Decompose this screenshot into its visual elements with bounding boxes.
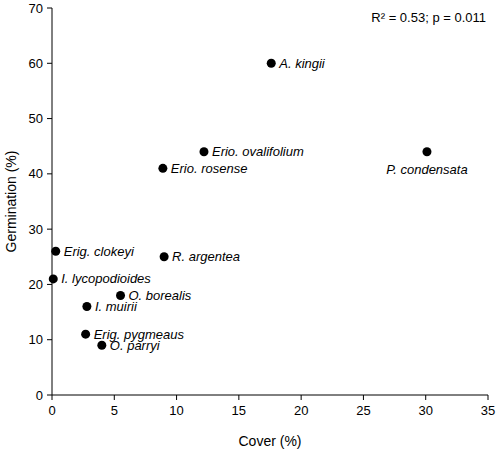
point-label: P. condensata [386, 162, 467, 177]
x-tick-label: 10 [169, 403, 183, 418]
point [82, 302, 91, 311]
point-label: Erio. rosense [171, 161, 248, 176]
point-label: Erig. clokeyi [64, 244, 135, 259]
y-tick-label: 0 [36, 388, 43, 403]
y-tick [47, 229, 52, 230]
y-tick [47, 395, 52, 396]
point [97, 341, 106, 350]
point-label: A. kingii [278, 56, 326, 71]
point [51, 247, 60, 256]
y-axis-title: Germination (%) [3, 151, 19, 253]
point [267, 59, 276, 68]
x-tick-label: 20 [294, 403, 308, 418]
y-tick [47, 63, 52, 64]
annotation: R² = 0.53; p = 0.011 [371, 10, 486, 25]
x-tick [52, 395, 53, 400]
x-tick-label: 0 [48, 403, 55, 418]
y-tick [47, 339, 52, 340]
point-label: Erio. ovalifolium [212, 144, 304, 159]
point [199, 147, 208, 156]
y-tick-label: 50 [29, 111, 43, 126]
x-tick [176, 395, 177, 400]
point-label: R. argentea [172, 249, 240, 264]
point [158, 164, 167, 173]
x-tick-label: 30 [418, 403, 432, 418]
x-tick-label: 25 [356, 403, 370, 418]
point-label: O. borealis [129, 288, 192, 303]
chart: 0 5 10 15 20 25 30 35 0 10 20 30 40 50 60 70 Cover (%) Ge… [0, 0, 500, 458]
x-tick-label: 5 [111, 403, 118, 418]
y-tick-label: 10 [29, 332, 43, 347]
x-axis [52, 395, 488, 396]
x-tick [425, 395, 426, 400]
point [49, 274, 58, 283]
y-axis [52, 8, 53, 395]
x-tick [301, 395, 302, 400]
point-label: I. lycopodioides [61, 271, 151, 286]
x-axis-title: Cover (%) [238, 433, 301, 449]
y-tick [47, 8, 52, 9]
y-tick-label: 30 [29, 222, 43, 237]
points [49, 59, 432, 350]
y-tick [47, 118, 52, 119]
point [81, 330, 90, 339]
x-tick [238, 395, 239, 400]
point [160, 252, 169, 261]
y-tick-label: 20 [29, 277, 43, 292]
point-label: O. parryi [110, 338, 161, 353]
x-tick-label: 15 [232, 403, 246, 418]
y-tick [47, 284, 52, 285]
x-tick-label: 35 [481, 403, 495, 418]
y-tick [47, 173, 52, 174]
x-tick [114, 395, 115, 400]
y-tick-label: 60 [29, 56, 43, 71]
x-tick [363, 395, 364, 400]
y-tick-label: 70 [29, 1, 43, 16]
y-tick-label: 40 [29, 166, 43, 181]
x-tick [488, 395, 489, 400]
point [422, 147, 431, 156]
